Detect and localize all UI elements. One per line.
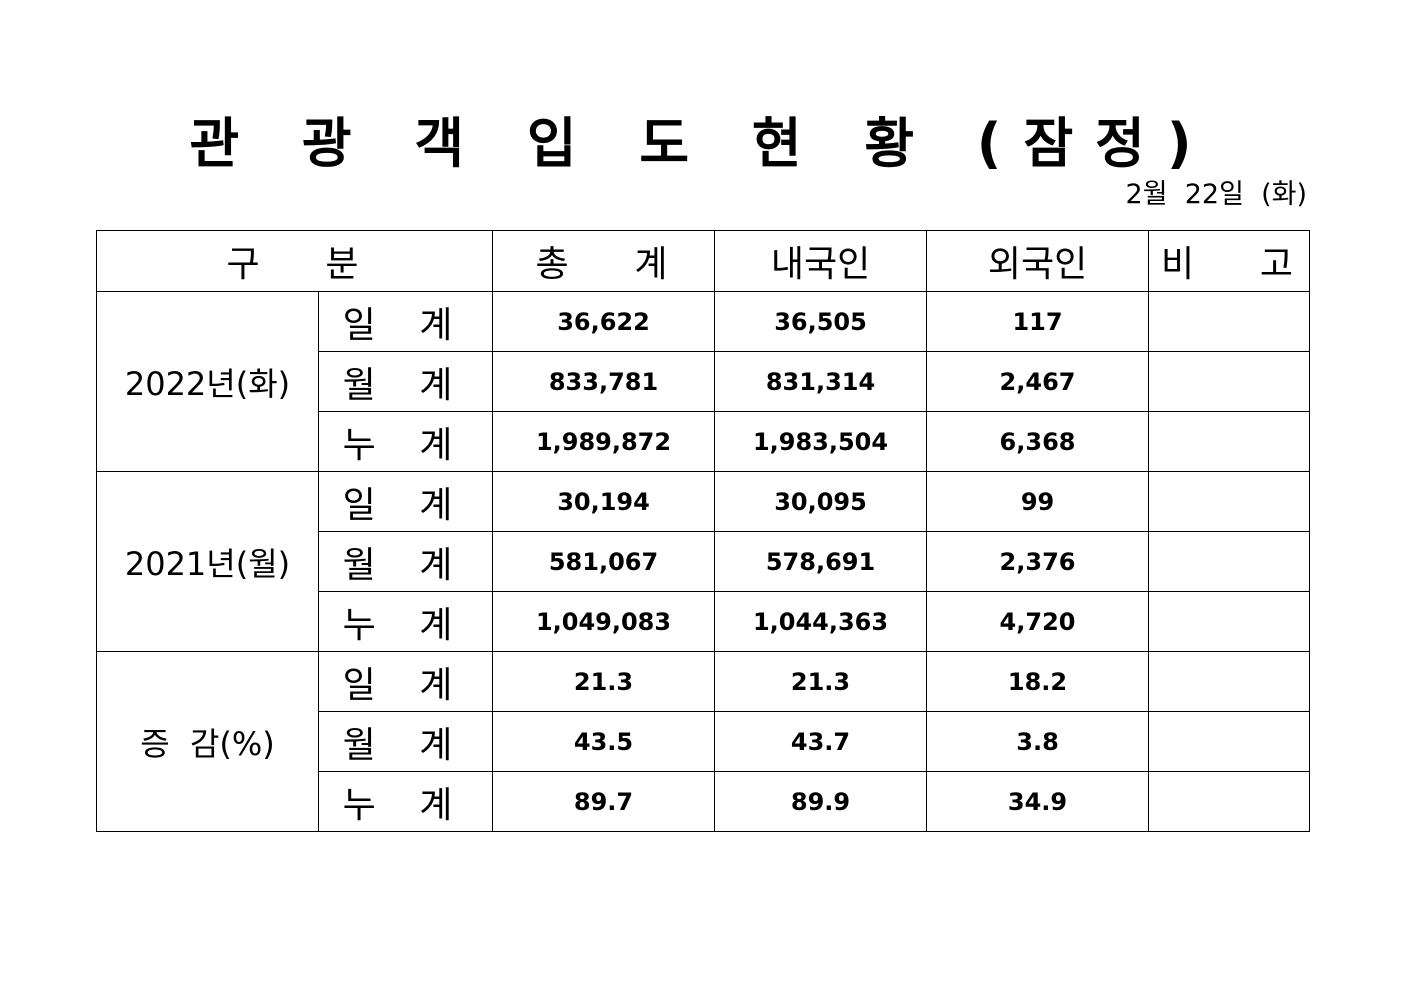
cell-foreign: 4,720 (926, 591, 1150, 652)
cell-domestic: 36,505 (714, 291, 928, 352)
cell-remark (1148, 411, 1311, 472)
cell-domestic: 21.3 (714, 651, 928, 712)
cell-domestic: 1,044,363 (714, 591, 928, 652)
cell-total: 21.3 (492, 651, 716, 712)
cell-foreign: 2,467 (926, 351, 1150, 412)
cell-remark (1148, 591, 1311, 652)
cell-foreign: 18.2 (926, 651, 1150, 712)
table-row: 증 감(%) 일 계 21.3 21.3 18.2 (96, 651, 1311, 832)
cell-foreign: 6,368 (926, 411, 1150, 472)
cell-foreign: 3.8 (926, 711, 1150, 772)
table-row: 2021년(월) 일 계 30,194 30,095 99 (96, 471, 1311, 652)
cell-domestic: 89.9 (714, 771, 928, 832)
table-row: 월 계 43.5 43.7 3.8 (97, 711, 1311, 772)
row-sub-label: 일 계 (317, 651, 494, 712)
table-row: 누 계 1,049,083 1,044,363 4,720 (97, 591, 1311, 652)
row-sub-label: 누 계 (317, 771, 494, 832)
row-sub-label: 누 계 (317, 411, 494, 472)
cell-total: 36,622 (492, 291, 716, 352)
table-row: 누 계 89.7 89.9 34.9 (97, 771, 1311, 832)
header-foreign: 외국인 (926, 230, 1150, 292)
cell-total: 89.7 (492, 771, 716, 832)
cell-foreign: 34.9 (926, 771, 1150, 832)
row-sub-label: 누 계 (317, 591, 494, 652)
cell-remark (1148, 531, 1311, 592)
cell-domestic: 578,691 (714, 531, 928, 592)
cell-total: 833,781 (492, 351, 716, 412)
cell-remark (1148, 771, 1311, 832)
row-sub-label: 월 계 (317, 531, 494, 592)
row-sub-label: 월 계 (317, 351, 494, 412)
group-label-2021: 2021년(월) (96, 471, 319, 652)
cell-foreign: 2,376 (926, 531, 1150, 592)
cell-remark (1148, 471, 1311, 532)
cell-total: 43.5 (492, 711, 716, 772)
row-sub-label: 일 계 (317, 471, 494, 532)
cell-domestic: 43.7 (714, 711, 928, 772)
header-category: 구 분 (95, 230, 494, 292)
report-date: 2월 22일 (화) (1125, 179, 1307, 210)
cell-domestic: 1,983,504 (714, 411, 928, 472)
group-label-change: 증 감(%) (96, 651, 319, 832)
table-row: 2022년(화) 일 계 36,622 36,505 117 (96, 291, 1311, 472)
cell-foreign: 117 (926, 291, 1150, 352)
row-sub-label: 일 계 (317, 291, 494, 352)
cell-total: 30,194 (492, 471, 716, 532)
cell-remark (1148, 711, 1311, 772)
tourist-arrivals-table: 구 분 총 계 내국인 외국인 비 고 2022년(화) 일 계 36,622 … (95, 230, 1311, 832)
cell-remark (1148, 651, 1311, 712)
cell-domestic: 831,314 (714, 351, 928, 412)
header-row: 구 분 총 계 내국인 외국인 비 고 (95, 230, 1311, 292)
group-label-2022: 2022년(화) (96, 291, 319, 472)
row-sub-label: 월 계 (317, 711, 494, 772)
cell-remark (1148, 291, 1311, 352)
cell-total: 581,067 (492, 531, 716, 592)
header-domestic: 내국인 (714, 230, 928, 292)
table-row: 누 계 1,989,872 1,983,504 6,368 (97, 411, 1311, 472)
header-remarks: 비 고 (1148, 230, 1311, 292)
page-title: 관 광 객 입 도 현 황 (잠정) (189, 112, 1214, 175)
cell-total: 1,049,083 (492, 591, 716, 652)
cell-remark (1148, 351, 1311, 412)
cell-total: 1,989,872 (492, 411, 716, 472)
header-total: 총 계 (492, 230, 716, 292)
table-row: 월 계 581,067 578,691 2,376 (97, 531, 1311, 592)
cell-domestic: 30,095 (714, 471, 928, 532)
cell-foreign: 99 (926, 471, 1150, 532)
